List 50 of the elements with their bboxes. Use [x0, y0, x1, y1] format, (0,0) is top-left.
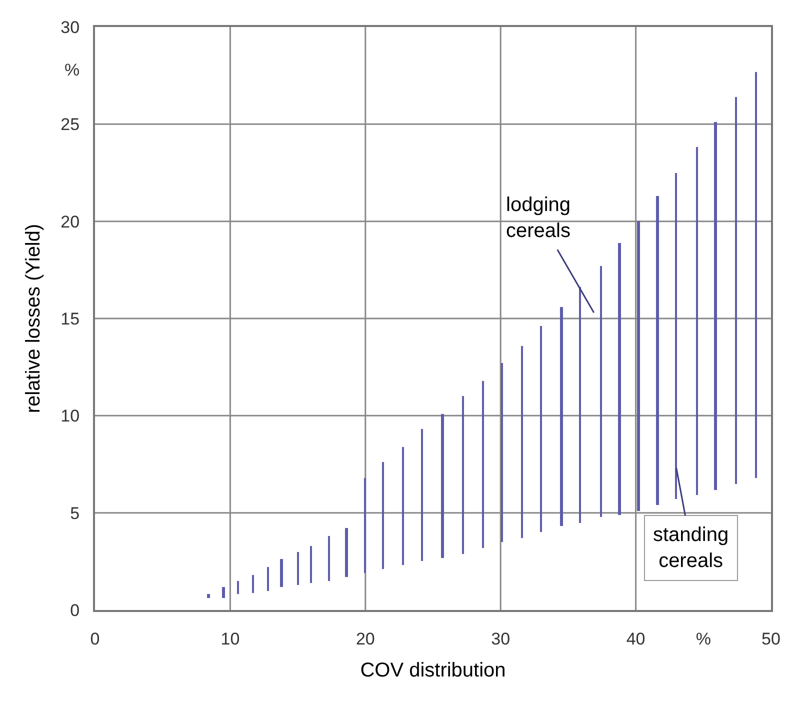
bar: [482, 381, 484, 548]
bar: [267, 567, 269, 591]
bar: [297, 552, 299, 585]
bar: [714, 122, 717, 490]
bar: [540, 326, 542, 532]
y-tick-label: 10: [60, 406, 80, 426]
y-tick-label: 0: [70, 600, 80, 620]
x-tick-label: 0: [90, 629, 100, 648]
bar: [207, 594, 210, 598]
x-axis-title: COV distribution: [360, 659, 506, 682]
annotation: standing cereals: [653, 524, 729, 572]
annotation: lodging cereals: [506, 194, 571, 242]
bar: [755, 72, 757, 478]
y-tick-label: 20: [60, 212, 80, 232]
x-tick-label: %: [696, 629, 711, 648]
bar: [696, 147, 698, 495]
x-tick-label: 40: [626, 629, 646, 648]
bar: [280, 559, 283, 587]
y-tick-label: 25: [60, 115, 80, 134]
y-axis-title: relative losses (Yield): [22, 224, 45, 414]
y-tick-label: 5: [70, 504, 80, 523]
bar: [237, 581, 239, 594]
y-tick-label: 15: [60, 309, 80, 328]
bar: [402, 447, 404, 565]
bar: [560, 307, 563, 526]
bar: [618, 243, 621, 515]
bar: [252, 575, 254, 593]
bar: [735, 97, 737, 484]
bar: [521, 346, 523, 538]
y-tick-label: %: [64, 60, 80, 80]
bar: [675, 173, 677, 499]
y-tick-label: 30: [60, 18, 80, 37]
bar: [222, 587, 225, 598]
bar: [579, 287, 581, 523]
bar: [310, 546, 312, 583]
bar: [328, 536, 330, 581]
bar: [421, 429, 423, 561]
x-tick-label: 20: [356, 629, 375, 648]
bar: [600, 266, 602, 517]
bar: [656, 196, 659, 505]
x-tick-label: 30: [491, 629, 510, 648]
bar: [462, 396, 464, 554]
bar: [441, 414, 444, 558]
bar: [345, 528, 348, 577]
x-tick-label: 10: [220, 629, 240, 648]
x-tick-label: 50: [762, 629, 780, 648]
bar: [637, 221, 640, 511]
bar: [364, 478, 366, 573]
bar: [501, 363, 503, 542]
bar: [382, 462, 384, 569]
